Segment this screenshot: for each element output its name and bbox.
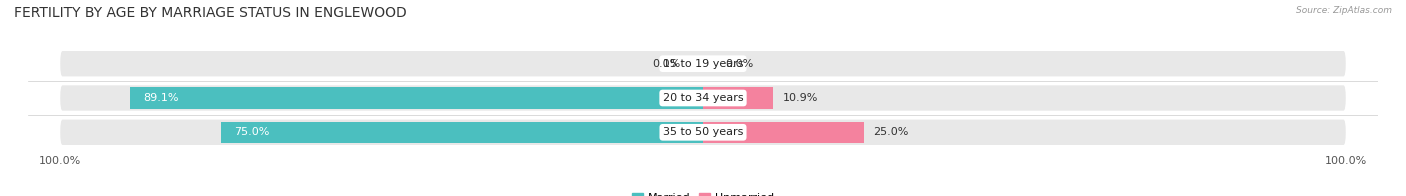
- Text: 75.0%: 75.0%: [233, 127, 269, 137]
- Bar: [703, 122, 863, 143]
- Text: 35 to 50 years: 35 to 50 years: [662, 127, 744, 137]
- FancyBboxPatch shape: [60, 85, 1346, 111]
- FancyBboxPatch shape: [60, 51, 1346, 76]
- Bar: [703, 87, 773, 109]
- Text: 15 to 19 years: 15 to 19 years: [662, 59, 744, 69]
- FancyBboxPatch shape: [60, 120, 1346, 145]
- Text: 10.9%: 10.9%: [783, 93, 818, 103]
- Text: 20 to 34 years: 20 to 34 years: [662, 93, 744, 103]
- Text: 25.0%: 25.0%: [873, 127, 908, 137]
- Text: 0.0%: 0.0%: [652, 59, 681, 69]
- Text: 0.0%: 0.0%: [725, 59, 754, 69]
- Text: 89.1%: 89.1%: [143, 93, 179, 103]
- Text: Source: ZipAtlas.com: Source: ZipAtlas.com: [1296, 6, 1392, 15]
- Text: FERTILITY BY AGE BY MARRIAGE STATUS IN ENGLEWOOD: FERTILITY BY AGE BY MARRIAGE STATUS IN E…: [14, 6, 406, 20]
- Bar: [131, 87, 703, 109]
- Legend: Married, Unmarried: Married, Unmarried: [627, 189, 779, 196]
- Bar: [221, 122, 703, 143]
